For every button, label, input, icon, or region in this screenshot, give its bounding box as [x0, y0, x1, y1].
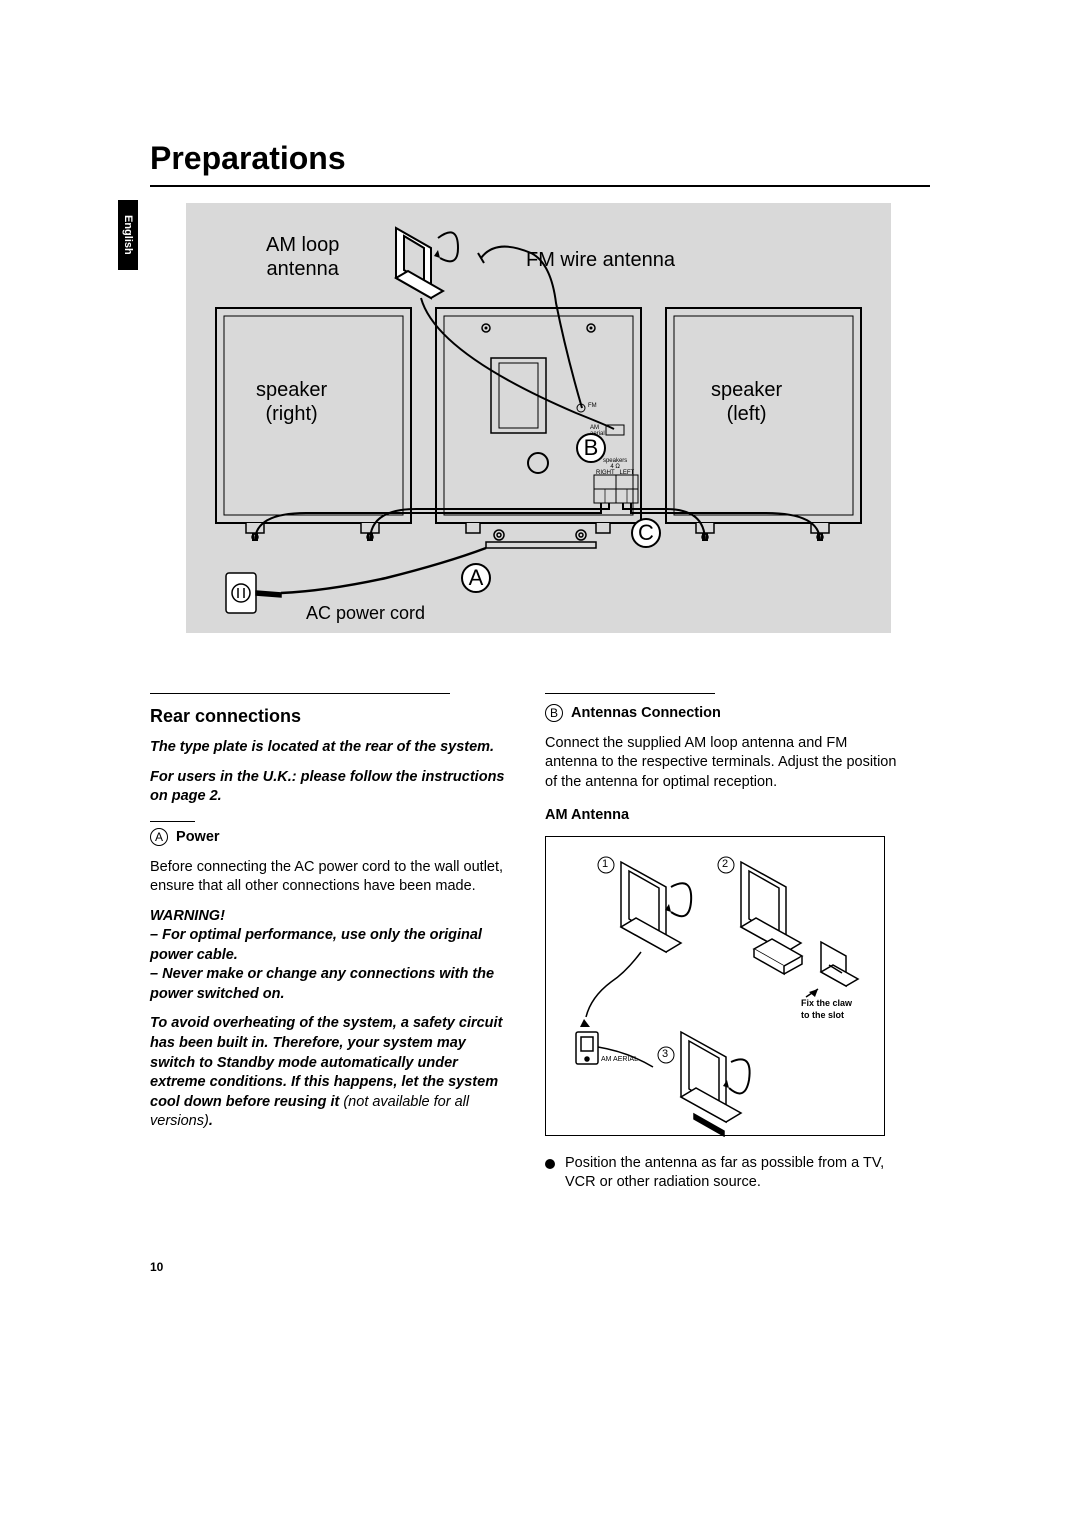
- bullet-icon: [545, 1159, 555, 1169]
- ac-power-label: AC power cord: [306, 603, 425, 625]
- speaker-right-label: speaker (right): [256, 378, 327, 426]
- am-loop-label: AM loop antenna: [266, 233, 339, 281]
- safety-para: To avoid overheating of the system, a sa…: [150, 1014, 505, 1131]
- am-diagram-svg: [546, 837, 886, 1137]
- antennas-heading-row: B Antennas Connection: [545, 704, 900, 724]
- uk-note: For users in the U.K.: please follow the…: [150, 768, 505, 807]
- right-section-rule: [545, 693, 715, 694]
- am-antenna-diagram: 1 2 3 Fix the claw to the slot AM AERIAL: [545, 836, 885, 1136]
- antennas-heading: Antennas Connection: [571, 705, 721, 721]
- marker-c: C: [631, 518, 661, 548]
- right-column: B Antennas Connection Connect the suppli…: [545, 693, 900, 1193]
- am-antenna-heading: AM Antenna: [545, 806, 900, 826]
- page-title: Preparations: [150, 140, 930, 177]
- page-content: Preparations: [150, 140, 930, 1193]
- am-step-1: 1: [602, 857, 608, 872]
- safety-end: .: [209, 1113, 213, 1129]
- text-columns: Rear connections The type plate is locat…: [150, 693, 930, 1193]
- antenna-bullet-text: Position the antenna as far as possible …: [565, 1154, 900, 1193]
- left-section-rule: [150, 693, 450, 694]
- power-heading: Power: [176, 829, 220, 845]
- power-rule: [150, 821, 195, 822]
- antennas-marker-b: B: [545, 704, 563, 722]
- warning-heading: WARNING!: [150, 907, 505, 927]
- language-tab: English: [118, 200, 138, 270]
- fix-claw-label: Fix the claw to the slot: [801, 997, 852, 1021]
- antenna-bullet-row: Position the antenna as far as possible …: [545, 1154, 900, 1193]
- fm-port-label: FM: [588, 403, 597, 409]
- am-aerial-label: AM AERIAL: [601, 1055, 638, 1064]
- antennas-body: Connect the supplied AM loop antenna and…: [545, 734, 900, 793]
- left-column: Rear connections The type plate is locat…: [150, 693, 505, 1193]
- marker-b: B: [576, 433, 606, 463]
- title-rule: [150, 185, 930, 187]
- am-step-2: 2: [722, 857, 728, 872]
- fm-wire-label: FM wire antenna: [526, 248, 675, 272]
- power-body: Before connecting the AC power cord to t…: [150, 858, 505, 897]
- power-marker-a: A: [150, 828, 168, 846]
- warning-1: – For optimal performance, use only the …: [150, 926, 505, 965]
- connection-diagram: AM loop antenna FM wire antenna speaker …: [186, 203, 891, 633]
- am-step-3: 3: [662, 1047, 668, 1062]
- speakers-block-label: speakers 4 Ω RIGHT LEFT: [596, 458, 634, 476]
- power-heading-row: A Power: [150, 828, 505, 848]
- warning-2: – Never make or change any connections w…: [150, 965, 505, 1004]
- marker-a: A: [461, 563, 491, 593]
- type-plate-note: The type plate is located at the rear of…: [150, 738, 505, 758]
- rear-connections-heading: Rear connections: [150, 704, 505, 728]
- speaker-left-label: speaker (left): [711, 378, 782, 426]
- page-number: 10: [150, 1260, 163, 1274]
